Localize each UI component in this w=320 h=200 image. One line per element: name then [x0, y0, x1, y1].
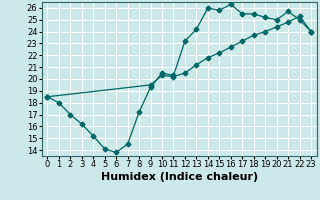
X-axis label: Humidex (Indice chaleur): Humidex (Indice chaleur) — [100, 172, 258, 182]
